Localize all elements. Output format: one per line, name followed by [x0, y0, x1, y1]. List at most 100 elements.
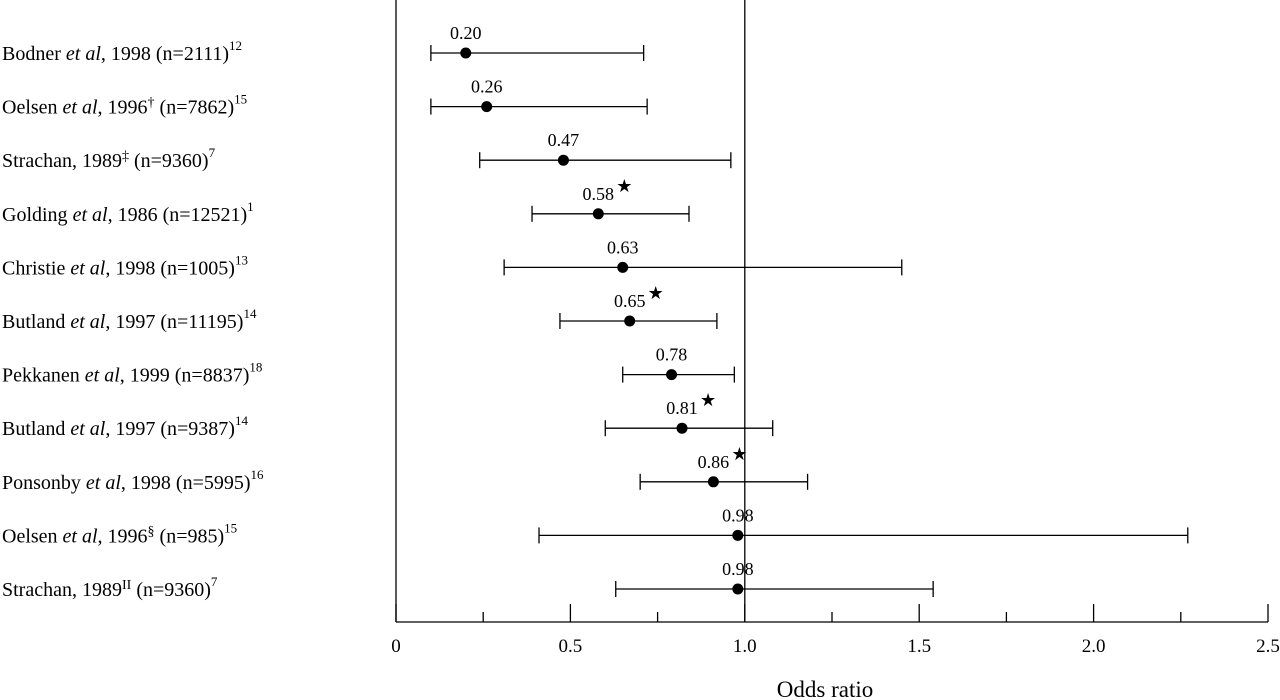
study-reference-number: 12: [229, 38, 242, 53]
x-tick-label: 2.0: [1082, 636, 1106, 657]
study-year-n: , 1986 (n=12521): [108, 204, 248, 226]
study-year-n: , 1998 (n=1005): [105, 257, 235, 279]
study-reference-number: 7: [211, 574, 218, 589]
study-label: Butland et al, 1997 (n=11195)14: [2, 306, 257, 333]
study-label: Oelsen et al, 1996§ (n=985)15: [2, 520, 237, 547]
study-reference-number: 15: [234, 92, 247, 107]
point-estimate: [617, 261, 629, 273]
study-row: Strachan, 1989II (n=9360)7 0.98: [2, 559, 934, 601]
point-estimate: [592, 208, 604, 220]
study-footnote-mark: ‡: [122, 149, 129, 164]
study-label: Ponsonby et al, 1998 (n=5995)16: [2, 467, 264, 494]
study-year-n: , 1999 (n=8837): [120, 365, 250, 387]
value-label: 0.98: [722, 505, 754, 525]
point-estimate: [732, 583, 744, 595]
study-reference-number: 14: [243, 306, 257, 321]
study-author: Oelsen: [2, 525, 63, 547]
value-label: 0.86: [698, 452, 730, 472]
study-author: Butland: [2, 311, 70, 333]
study-footnote-mark: †: [148, 96, 155, 111]
study-sample-size: (n=985): [155, 525, 225, 547]
study-year-n: , 1998 (n=5995): [121, 472, 251, 494]
study-year-n: , 1996: [98, 97, 148, 119]
study-author: Butland: [2, 418, 70, 440]
study-reference-number: 7: [209, 145, 216, 160]
study-row: Christie et al, 1998 (n=1005)13 0.63: [2, 237, 903, 279]
x-tick-label: 0: [391, 636, 401, 657]
point-estimate: [624, 315, 636, 327]
point-estimate: [460, 47, 472, 59]
study-row: Ponsonby et al, 1998 (n=5995)16 0.86 ★: [2, 444, 809, 494]
study-etal: et al: [66, 43, 101, 65]
value-label: 0.26: [471, 77, 503, 97]
study-etal: et al: [63, 525, 98, 547]
study-sample-size: (n=7862): [155, 97, 235, 119]
study-label: Butland et al, 1997 (n=9387)14: [2, 413, 248, 440]
value-label: 0.63: [607, 237, 639, 257]
study-label: Strachan, 1989‡ (n=9360)7: [2, 145, 216, 172]
study-row: Bodner et al, 1998 (n=2111)12 0.20: [2, 23, 645, 65]
study-author: Christie: [2, 257, 70, 279]
study-row: Pekkanen et al, 1999 (n=8837)18 0.78: [2, 345, 735, 387]
study-footnote-mark: §: [148, 524, 155, 539]
study-label: Pekkanen et al, 1999 (n=8837)18: [2, 360, 262, 387]
study-row: Butland et al, 1997 (n=9387)14 0.81 ★: [2, 390, 774, 440]
axes: 0 0.5 1.0 1.5 2.0 2.5: [391, 0, 1280, 657]
study-reference-number: 1: [247, 199, 254, 214]
value-label: 0.81: [666, 398, 698, 418]
study-etal: et al: [70, 418, 105, 440]
study-author: Oelsen: [2, 97, 63, 119]
x-tick-label: 2.5: [1256, 636, 1280, 657]
point-estimate: [676, 422, 688, 434]
study-row: Golding et al, 1986 (n=12521)1 0.58 ★: [2, 176, 690, 226]
significance-star: ★: [731, 444, 747, 464]
point-estimate: [732, 529, 744, 541]
point-estimate: [557, 154, 569, 166]
study-author: Ponsonby: [2, 472, 86, 494]
value-label: 0.47: [548, 130, 580, 150]
significance-star: ★: [648, 283, 664, 303]
study-year-n: , 1997 (n=9387): [105, 418, 235, 440]
study-etal: et al: [63, 97, 98, 119]
study-reference-number: 16: [251, 467, 265, 482]
study-label: Christie et al, 1998 (n=1005)13: [2, 252, 248, 279]
study-sample-size: (n=9360): [131, 579, 211, 601]
study-author: Strachan, 1989: [2, 150, 122, 172]
study-row: Oelsen et al, 1996† (n=7862)15 0.26: [2, 77, 648, 119]
x-tick-label: 0.5: [559, 636, 583, 657]
study-row: Butland et al, 1997 (n=11195)14 0.65 ★: [2, 283, 718, 333]
x-tick-label: 1.5: [907, 636, 931, 657]
value-label: 0.58: [583, 184, 615, 204]
study-row: Oelsen et al, 1996§ (n=985)15 0.98: [2, 505, 1189, 547]
study-etal: et al: [73, 204, 108, 226]
study-label: Bodner et al, 1998 (n=2111)12: [2, 38, 242, 65]
point-estimate: [666, 369, 678, 381]
study-reference-number: 18: [249, 360, 262, 375]
study-year-n: , 1997 (n=11195): [105, 311, 243, 333]
study-etal: et al: [70, 257, 105, 279]
x-axis-title: Odds ratio: [777, 677, 873, 700]
study-reference-number: 14: [235, 413, 249, 428]
significance-star: ★: [616, 176, 632, 196]
study-author: Bodner: [2, 43, 66, 65]
significance-star: ★: [700, 390, 716, 410]
point-estimate: [707, 476, 719, 488]
study-rows: Bodner et al, 1998 (n=2111)120.20 Oelsen …: [2, 23, 1189, 601]
study-author: Strachan, 1989: [2, 579, 122, 601]
study-etal: et al: [86, 472, 121, 494]
study-year-n: , 1998 (n=2111): [101, 43, 229, 65]
value-label: 0.98: [722, 559, 754, 579]
value-label: 0.78: [656, 345, 688, 365]
study-footnote-mark: II: [122, 578, 132, 593]
study-etal: et al: [70, 311, 105, 333]
study-author: Pekkanen: [2, 365, 85, 387]
x-tick-label: 1.0: [733, 636, 757, 657]
study-sample-size: (n=9360): [129, 150, 209, 172]
study-label: Strachan, 1989II (n=9360)7: [2, 574, 218, 601]
study-reference-number: 15: [224, 520, 237, 535]
point-estimate: [481, 101, 493, 113]
study-row: Strachan, 1989‡ (n=9360)7 0.47: [2, 130, 732, 172]
study-etal: et al: [85, 365, 120, 387]
study-label: Oelsen et al, 1996† (n=7862)15: [2, 92, 247, 119]
